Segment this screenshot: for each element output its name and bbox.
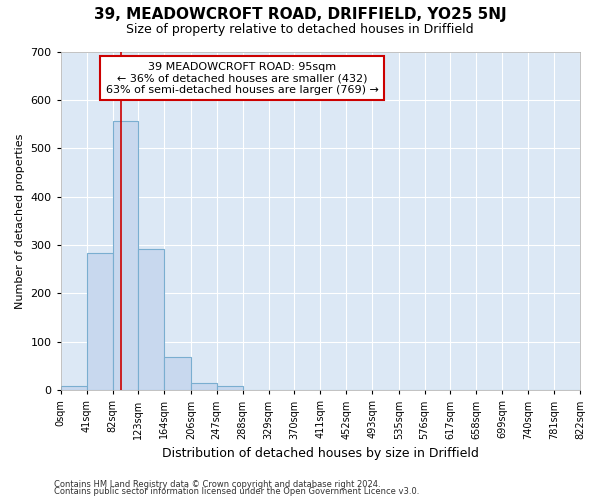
Bar xyxy=(164,358,191,390)
Text: Size of property relative to detached houses in Driffield: Size of property relative to detached ho… xyxy=(126,22,474,36)
Bar xyxy=(61,386,86,390)
Bar xyxy=(191,384,217,390)
Bar xyxy=(113,120,139,390)
X-axis label: Distribution of detached houses by size in Driffield: Distribution of detached houses by size … xyxy=(162,447,479,460)
Text: 39, MEADOWCROFT ROAD, DRIFFIELD, YO25 5NJ: 39, MEADOWCROFT ROAD, DRIFFIELD, YO25 5N… xyxy=(94,8,506,22)
Text: Contains HM Land Registry data © Crown copyright and database right 2024.: Contains HM Land Registry data © Crown c… xyxy=(54,480,380,489)
Bar xyxy=(139,250,164,390)
Text: Contains public sector information licensed under the Open Government Licence v3: Contains public sector information licen… xyxy=(54,487,419,496)
Y-axis label: Number of detached properties: Number of detached properties xyxy=(15,133,25,308)
Bar xyxy=(86,254,113,390)
Text: 39 MEADOWCROFT ROAD: 95sqm
← 36% of detached houses are smaller (432)
63% of sem: 39 MEADOWCROFT ROAD: 95sqm ← 36% of deta… xyxy=(106,62,379,95)
Bar xyxy=(217,386,242,390)
